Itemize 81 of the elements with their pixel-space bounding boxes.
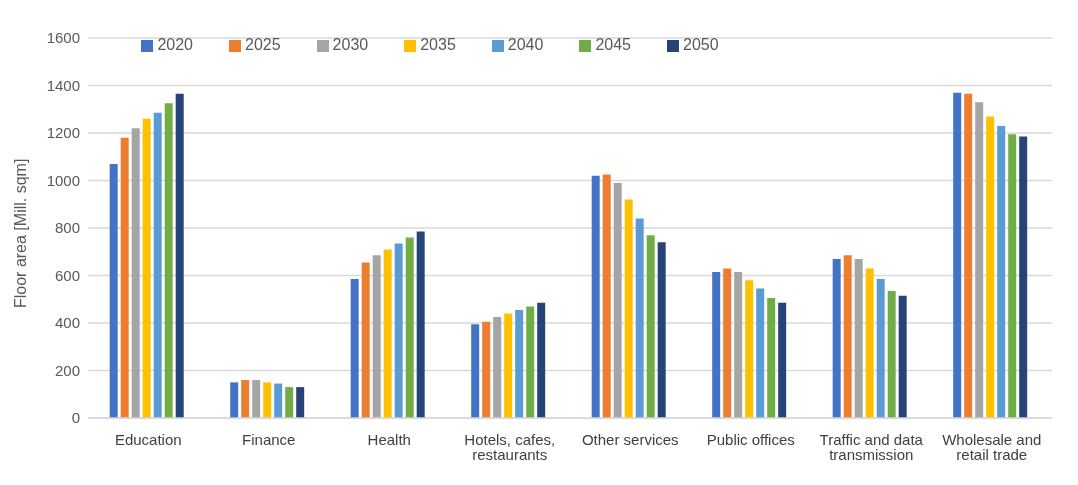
bar <box>175 93 184 418</box>
bar <box>285 387 294 418</box>
bar <box>230 382 239 418</box>
bar <box>1008 134 1017 418</box>
bar <box>504 313 513 418</box>
bar <box>843 255 852 418</box>
bar <box>416 231 425 418</box>
bar <box>832 258 841 418</box>
bar <box>252 380 261 418</box>
bar <box>372 255 381 418</box>
bar <box>109 163 118 418</box>
bar <box>876 279 885 418</box>
bar <box>241 380 250 418</box>
bar <box>263 382 272 418</box>
bar <box>493 317 502 418</box>
legend-label: 2035 <box>420 36 456 53</box>
bar <box>887 290 896 418</box>
bar <box>274 383 283 418</box>
legend-label: 2040 <box>507 36 544 53</box>
bar <box>646 235 655 418</box>
bar <box>997 125 1006 418</box>
bar <box>986 116 995 418</box>
x-tick-label: Health <box>367 430 411 448</box>
y-tick-label: 1600 <box>46 29 80 47</box>
bar <box>767 298 776 418</box>
bar <box>854 258 863 418</box>
x-tick-label: Education <box>114 430 182 448</box>
bar <box>778 302 787 418</box>
y-axis-title: Floor area [Mill. sqm] <box>11 158 29 308</box>
bar <box>657 242 666 418</box>
bar <box>624 199 633 418</box>
bar <box>537 302 546 418</box>
bar <box>482 321 491 418</box>
bar <box>1019 136 1028 418</box>
bar <box>635 218 644 418</box>
legend-label: 2020 <box>157 36 194 53</box>
bar <box>865 268 874 418</box>
y-tick-label: 0 <box>71 409 80 427</box>
bar <box>898 295 907 418</box>
bar <box>394 243 403 418</box>
legend-label: 2030 <box>332 36 369 53</box>
bar <box>613 182 622 418</box>
bar <box>712 271 721 418</box>
bar <box>383 249 392 418</box>
x-tick-label: Hotels, cafes, restaurants <box>464 430 556 463</box>
y-tick-label: 800 <box>54 219 80 237</box>
bar <box>164 103 173 418</box>
x-tick-label: Other services <box>581 430 679 448</box>
bar <box>361 262 370 418</box>
bar <box>723 268 732 418</box>
x-tick-label: Traffic and data transmission <box>819 430 924 463</box>
y-tick-label: 1200 <box>46 124 80 142</box>
legend-label: 2025 <box>245 36 281 53</box>
bar <box>515 309 524 418</box>
y-tick-label: 200 <box>54 361 80 379</box>
y-tick-label: 1400 <box>46 76 80 94</box>
bar <box>142 118 151 418</box>
legend-label: 2045 <box>595 36 631 53</box>
bar <box>975 102 984 418</box>
y-tick-label: 600 <box>54 266 80 284</box>
bar <box>131 128 140 418</box>
bar <box>602 174 611 418</box>
bar <box>526 306 535 418</box>
bar <box>405 237 414 418</box>
bar <box>350 279 359 418</box>
legend-label: 2050 <box>682 36 719 53</box>
bar <box>153 112 162 418</box>
y-tick-label: 400 <box>54 314 80 332</box>
bar <box>296 387 305 418</box>
y-tick-label: 1000 <box>46 171 80 189</box>
bar <box>756 288 765 418</box>
bar <box>745 280 754 418</box>
bar <box>953 92 962 418</box>
bar <box>591 175 600 418</box>
x-tick-label: Finance <box>242 430 296 448</box>
x-tick-label: Public offices <box>706 430 795 448</box>
bar <box>964 93 973 418</box>
bar <box>120 137 129 418</box>
x-tick-label: Wholesale and retail trade <box>942 430 1042 463</box>
bar <box>734 271 743 418</box>
bar <box>471 324 480 418</box>
